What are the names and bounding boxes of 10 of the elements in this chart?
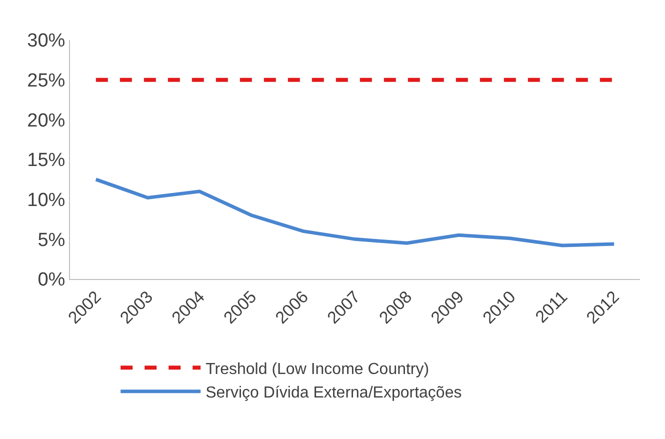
- y-tick-label: 30%: [27, 30, 66, 52]
- y-tick-label: 20%: [27, 110, 66, 132]
- legend-label: Treshold (Low Income Country): [206, 360, 430, 378]
- y-tick-label: 0%: [38, 270, 66, 291]
- y-tick-label: 25%: [27, 70, 66, 92]
- line-series: [94, 178, 616, 248]
- y-tick-label: 15%: [27, 150, 66, 172]
- legend-label: Serviço Dívida Externa/Exportações: [206, 384, 462, 402]
- y-tick-label: 10%: [27, 190, 66, 211]
- y-tick-label: 5%: [38, 230, 66, 251]
